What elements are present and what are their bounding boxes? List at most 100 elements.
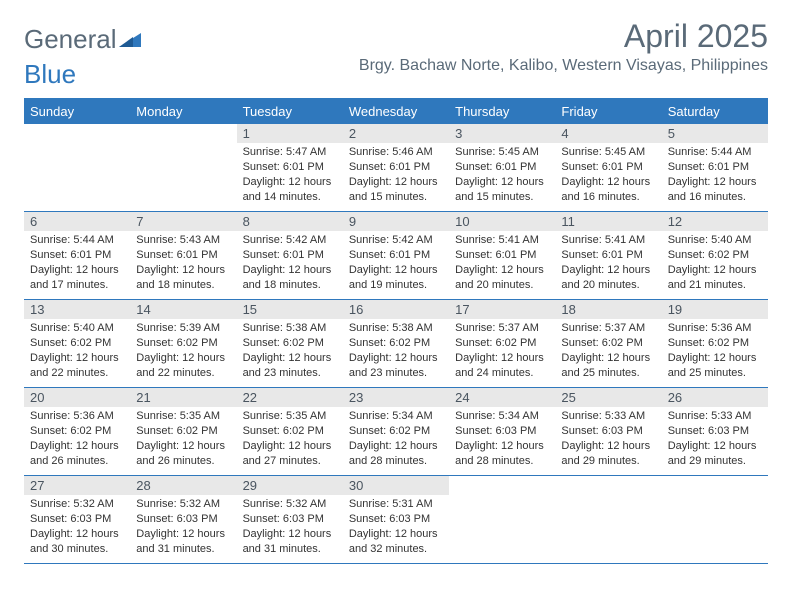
day-body: Sunrise: 5:46 AMSunset: 6:01 PMDaylight:… xyxy=(343,143,449,208)
logo-triangle-icon xyxy=(119,31,141,49)
sunset-text: Sunset: 6:02 PM xyxy=(243,424,337,439)
calendar-cell xyxy=(130,124,236,212)
day-body: Sunrise: 5:45 AMSunset: 6:01 PMDaylight:… xyxy=(449,143,555,208)
daylight-line1: Daylight: 12 hours xyxy=(30,263,124,278)
daylight-line1: Daylight: 12 hours xyxy=(349,527,443,542)
sunrise-text: Sunrise: 5:34 AM xyxy=(455,409,549,424)
sunset-text: Sunset: 6:02 PM xyxy=(136,424,230,439)
day-body: Sunrise: 5:32 AMSunset: 6:03 PMDaylight:… xyxy=(237,495,343,560)
daylight-line1: Daylight: 12 hours xyxy=(136,527,230,542)
day-number: 26 xyxy=(662,388,768,407)
sunset-text: Sunset: 6:01 PM xyxy=(561,248,655,263)
sunrise-text: Sunrise: 5:45 AM xyxy=(455,145,549,160)
calendar-cell: 13Sunrise: 5:40 AMSunset: 6:02 PMDayligh… xyxy=(24,300,130,388)
calendar-week-row: 1Sunrise: 5:47 AMSunset: 6:01 PMDaylight… xyxy=(24,124,768,212)
day-body: Sunrise: 5:39 AMSunset: 6:02 PMDaylight:… xyxy=(130,319,236,384)
day-number: 25 xyxy=(555,388,661,407)
sunrise-text: Sunrise: 5:44 AM xyxy=(668,145,762,160)
day-number: 2 xyxy=(343,124,449,143)
daylight-line2: and 31 minutes. xyxy=(243,542,337,557)
sunset-text: Sunset: 6:02 PM xyxy=(136,336,230,351)
calendar-cell: 22Sunrise: 5:35 AMSunset: 6:02 PMDayligh… xyxy=(237,388,343,476)
sunset-text: Sunset: 6:02 PM xyxy=(30,336,124,351)
daylight-line2: and 14 minutes. xyxy=(243,190,337,205)
calendar-cell: 27Sunrise: 5:32 AMSunset: 6:03 PMDayligh… xyxy=(24,476,130,564)
sunrise-text: Sunrise: 5:33 AM xyxy=(561,409,655,424)
sunrise-text: Sunrise: 5:35 AM xyxy=(243,409,337,424)
daylight-line2: and 21 minutes. xyxy=(668,278,762,293)
day-number: 12 xyxy=(662,212,768,231)
daylight-line1: Daylight: 12 hours xyxy=(668,439,762,454)
daylight-line1: Daylight: 12 hours xyxy=(668,263,762,278)
daylight-line2: and 29 minutes. xyxy=(668,454,762,469)
calendar-cell: 15Sunrise: 5:38 AMSunset: 6:02 PMDayligh… xyxy=(237,300,343,388)
daylight-line2: and 32 minutes. xyxy=(349,542,443,557)
day-number: 18 xyxy=(555,300,661,319)
sunrise-text: Sunrise: 5:36 AM xyxy=(30,409,124,424)
daylight-line1: Daylight: 12 hours xyxy=(455,351,549,366)
day-number: 11 xyxy=(555,212,661,231)
daylight-line1: Daylight: 12 hours xyxy=(561,263,655,278)
sunset-text: Sunset: 6:03 PM xyxy=(668,424,762,439)
calendar-cell: 25Sunrise: 5:33 AMSunset: 6:03 PMDayligh… xyxy=(555,388,661,476)
calendar-week-row: 6Sunrise: 5:44 AMSunset: 6:01 PMDaylight… xyxy=(24,212,768,300)
daylight-line1: Daylight: 12 hours xyxy=(561,351,655,366)
col-sunday: Sunday xyxy=(24,99,130,124)
day-number: 1 xyxy=(237,124,343,143)
sunrise-text: Sunrise: 5:46 AM xyxy=(349,145,443,160)
daylight-line2: and 28 minutes. xyxy=(455,454,549,469)
daylight-line2: and 29 minutes. xyxy=(561,454,655,469)
calendar-cell: 11Sunrise: 5:41 AMSunset: 6:01 PMDayligh… xyxy=(555,212,661,300)
sunset-text: Sunset: 6:02 PM xyxy=(668,336,762,351)
day-number: 24 xyxy=(449,388,555,407)
day-number: 29 xyxy=(237,476,343,495)
day-body: Sunrise: 5:37 AMSunset: 6:02 PMDaylight:… xyxy=(555,319,661,384)
sunrise-text: Sunrise: 5:42 AM xyxy=(243,233,337,248)
calendar-cell xyxy=(555,476,661,564)
sunset-text: Sunset: 6:01 PM xyxy=(243,160,337,175)
col-tuesday: Tuesday xyxy=(237,99,343,124)
calendar-cell: 12Sunrise: 5:40 AMSunset: 6:02 PMDayligh… xyxy=(662,212,768,300)
day-number: 30 xyxy=(343,476,449,495)
calendar-cell: 16Sunrise: 5:38 AMSunset: 6:02 PMDayligh… xyxy=(343,300,449,388)
day-body: Sunrise: 5:33 AMSunset: 6:03 PMDaylight:… xyxy=(555,407,661,472)
calendar-table: Sunday Monday Tuesday Wednesday Thursday… xyxy=(24,98,768,564)
sunset-text: Sunset: 6:01 PM xyxy=(243,248,337,263)
day-body: Sunrise: 5:37 AMSunset: 6:02 PMDaylight:… xyxy=(449,319,555,384)
day-body: Sunrise: 5:38 AMSunset: 6:02 PMDaylight:… xyxy=(343,319,449,384)
sunset-text: Sunset: 6:01 PM xyxy=(455,248,549,263)
sunrise-text: Sunrise: 5:44 AM xyxy=(30,233,124,248)
calendar-cell: 1Sunrise: 5:47 AMSunset: 6:01 PMDaylight… xyxy=(237,124,343,212)
day-body: Sunrise: 5:44 AMSunset: 6:01 PMDaylight:… xyxy=(662,143,768,208)
daylight-line1: Daylight: 12 hours xyxy=(243,439,337,454)
sunrise-text: Sunrise: 5:35 AM xyxy=(136,409,230,424)
daylight-line2: and 26 minutes. xyxy=(136,454,230,469)
daylight-line2: and 18 minutes. xyxy=(136,278,230,293)
calendar-cell: 29Sunrise: 5:32 AMSunset: 6:03 PMDayligh… xyxy=(237,476,343,564)
day-body: Sunrise: 5:36 AMSunset: 6:02 PMDaylight:… xyxy=(662,319,768,384)
day-number: 13 xyxy=(24,300,130,319)
calendar-cell xyxy=(449,476,555,564)
sunrise-text: Sunrise: 5:38 AM xyxy=(243,321,337,336)
day-body: Sunrise: 5:35 AMSunset: 6:02 PMDaylight:… xyxy=(237,407,343,472)
daylight-line2: and 24 minutes. xyxy=(455,366,549,381)
calendar-cell: 23Sunrise: 5:34 AMSunset: 6:02 PMDayligh… xyxy=(343,388,449,476)
sunset-text: Sunset: 6:03 PM xyxy=(30,512,124,527)
day-body: Sunrise: 5:43 AMSunset: 6:01 PMDaylight:… xyxy=(130,231,236,296)
day-body: Sunrise: 5:42 AMSunset: 6:01 PMDaylight:… xyxy=(237,231,343,296)
sunset-text: Sunset: 6:01 PM xyxy=(349,160,443,175)
daylight-line2: and 20 minutes. xyxy=(455,278,549,293)
daylight-line2: and 31 minutes. xyxy=(136,542,230,557)
col-saturday: Saturday xyxy=(662,99,768,124)
daylight-line1: Daylight: 12 hours xyxy=(243,527,337,542)
calendar-cell: 5Sunrise: 5:44 AMSunset: 6:01 PMDaylight… xyxy=(662,124,768,212)
sunrise-text: Sunrise: 5:32 AM xyxy=(243,497,337,512)
daylight-line2: and 23 minutes. xyxy=(243,366,337,381)
daylight-line2: and 25 minutes. xyxy=(668,366,762,381)
sunset-text: Sunset: 6:01 PM xyxy=(136,248,230,263)
day-body: Sunrise: 5:42 AMSunset: 6:01 PMDaylight:… xyxy=(343,231,449,296)
sunrise-text: Sunrise: 5:36 AM xyxy=(668,321,762,336)
daylight-line2: and 16 minutes. xyxy=(668,190,762,205)
sunset-text: Sunset: 6:03 PM xyxy=(455,424,549,439)
daylight-line1: Daylight: 12 hours xyxy=(349,175,443,190)
